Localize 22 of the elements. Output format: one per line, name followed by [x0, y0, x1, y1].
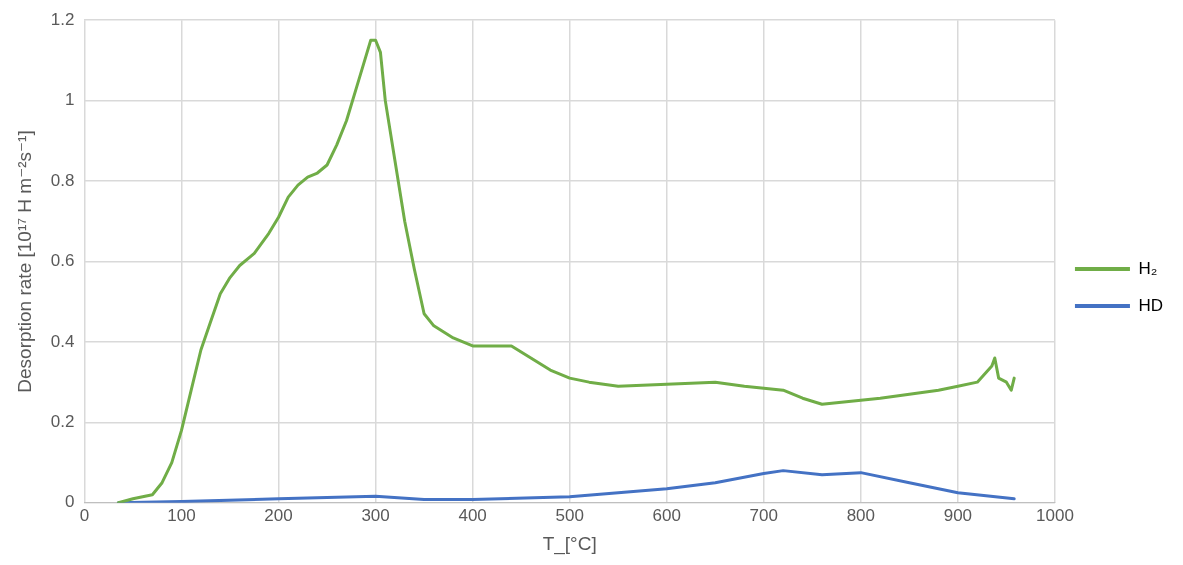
- x-tick-label: 100: [167, 505, 196, 525]
- y-tick-label: 0.2: [50, 412, 75, 432]
- y-tick-label: 0.6: [50, 251, 75, 271]
- y-tick-label: 1: [64, 90, 75, 110]
- y-axis-title: Desorption rate [10¹⁷ H m⁻²s⁻¹]: [13, 130, 35, 393]
- x-tick-label: 300: [361, 505, 390, 525]
- x-axis-title: T_[°C]: [542, 532, 597, 555]
- y-tick-label: 0.8: [50, 170, 75, 190]
- x-tick-label: 700: [749, 505, 778, 525]
- x-tick-label: 600: [652, 505, 681, 525]
- x-tick-label: 900: [943, 505, 973, 525]
- y-tick-label: 1.2: [50, 9, 75, 29]
- y-tick-label: 0.4: [50, 331, 75, 351]
- x-tick-label: 800: [846, 505, 876, 525]
- x-tick-label: 0: [79, 505, 90, 525]
- x-tick-label: 200: [264, 505, 293, 525]
- y-tick-label: 0: [64, 492, 75, 512]
- legend-label: H₂: [1138, 258, 1158, 278]
- x-tick-label: 500: [555, 505, 584, 525]
- x-tick-label: 400: [458, 505, 487, 525]
- x-tick-label: 1000: [1036, 505, 1074, 525]
- legend-label: HD: [1138, 295, 1164, 315]
